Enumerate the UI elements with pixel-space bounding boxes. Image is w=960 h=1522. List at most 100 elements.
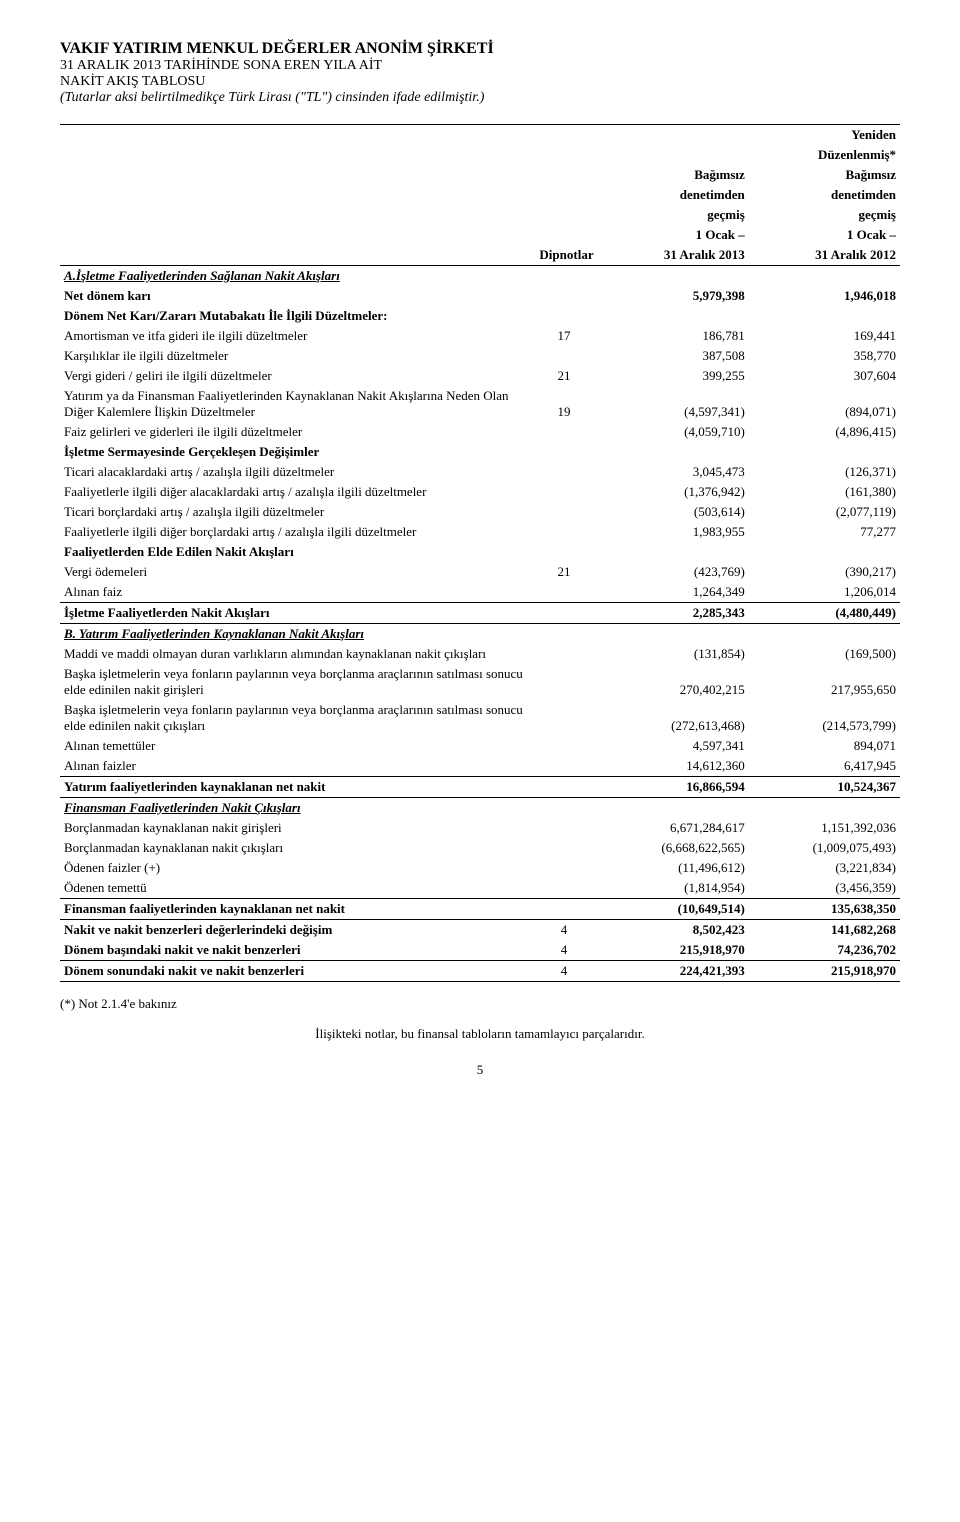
table-row: Ticari alacaklardaki artış / azalışla il…	[60, 462, 900, 482]
row-value-2013: 186,781	[598, 326, 749, 346]
row-label: Vergi ödemeleri	[60, 562, 530, 582]
row-value-2012: 77,277	[749, 522, 900, 542]
table-row: Alınan faiz1,264,3491,206,014	[60, 582, 900, 603]
row-value-2013: (1,376,942)	[598, 482, 749, 502]
row-value-2012: 74,236,702	[749, 940, 900, 961]
row-value-2013	[598, 266, 749, 287]
row-value-2013: 215,918,970	[598, 940, 749, 961]
row-value-2013	[598, 798, 749, 819]
table-row: Finansman faaliyetlerinden kaynaklanan n…	[60, 899, 900, 920]
row-value-2012	[749, 442, 900, 462]
row-note: 21	[530, 366, 597, 386]
table-row: Vergi gideri / geliri ile ilgili düzeltm…	[60, 366, 900, 386]
col2-l5: 31 Aralık 2012	[749, 245, 900, 266]
row-value-2012: (4,896,415)	[749, 422, 900, 442]
row-value-2012: 307,604	[749, 366, 900, 386]
row-note	[530, 502, 597, 522]
col1-l2: denetimden	[598, 185, 749, 205]
row-value-2013: 16,866,594	[598, 777, 749, 798]
row-label: Yatırım faaliyetlerinden kaynaklanan net…	[60, 777, 530, 798]
row-value-2013: 399,255	[598, 366, 749, 386]
table-row: Alınan temettüler 4,597,341894,071	[60, 736, 900, 756]
row-value-2013: 8,502,423	[598, 920, 749, 941]
row-label: Faaliyetlerden Elde Edilen Nakit Akışlar…	[60, 542, 530, 562]
row-value-2012: (3,221,834)	[749, 858, 900, 878]
row-label: Borçlanmadan kaynaklanan nakit girişleri	[60, 818, 530, 838]
table-row: Faiz gelirleri ve giderleri ile ilgili d…	[60, 422, 900, 442]
row-value-2012	[749, 798, 900, 819]
table-row: Ödenen faizler (+)(11,496,612)(3,221,834…	[60, 858, 900, 878]
notes-header: Dipnotlar	[530, 245, 597, 266]
row-note	[530, 306, 597, 326]
period-line: 31 ARALIK 2013 TARİHİNDE SONA EREN YILA …	[60, 58, 900, 74]
table-row: İşletme Faaliyetlerden Nakit Akışları 2,2…	[60, 603, 900, 624]
row-label: Karşılıklar ile ilgili düzeltmeler	[60, 346, 530, 366]
row-value-2012: 894,071	[749, 736, 900, 756]
row-value-2013: (10,649,514)	[598, 899, 749, 920]
row-note: 17	[530, 326, 597, 346]
row-label: Alınan faiz	[60, 582, 530, 603]
table-row: Ödenen temettü(1,814,954)(3,456,359)	[60, 878, 900, 899]
row-value-2013: 1,264,349	[598, 582, 749, 603]
row-label: Faiz gelirleri ve giderleri ile ilgili d…	[60, 422, 530, 442]
row-value-2013: (131,854)	[598, 644, 749, 664]
table-body: A.İşletme Faaliyetlerinden Sağlanan Naki…	[60, 266, 900, 982]
row-value-2013: 4,597,341	[598, 736, 749, 756]
row-label: Alınan temettüler	[60, 736, 530, 756]
table-row: Karşılıklar ile ilgili düzeltmeler387,50…	[60, 346, 900, 366]
row-value-2012: (1,009,075,493)	[749, 838, 900, 858]
row-label: Maddi ve maddi olmayan duran varlıkların…	[60, 644, 530, 664]
row-label: İşletme Faaliyetlerden Nakit Akışları	[60, 603, 530, 624]
row-value-2013: 1,983,955	[598, 522, 749, 542]
row-label: Vergi gideri / geliri ile ilgili düzeltm…	[60, 366, 530, 386]
col2-restated-l0: Yeniden	[749, 125, 900, 146]
table-row: Borçlanmadan kaynaklanan nakit çıkışları…	[60, 838, 900, 858]
row-note	[530, 442, 597, 462]
table-row: Nakit ve nakit benzerleri değerlerindeki…	[60, 920, 900, 941]
row-note	[530, 798, 597, 819]
row-label: Ticari borçlardaki artış / azalışla ilgi…	[60, 502, 530, 522]
row-label: Alınan faizler	[60, 756, 530, 777]
col1-l1: Bağımsız	[598, 165, 749, 185]
row-value-2012: 1,946,018	[749, 286, 900, 306]
row-note	[530, 266, 597, 287]
row-label: Başka işletmelerin veya fonların payları…	[60, 700, 530, 736]
table-row: Maddi ve maddi olmayan duran varlıkların…	[60, 644, 900, 664]
row-value-2012: (3,456,359)	[749, 878, 900, 899]
row-label: A.İşletme Faaliyetlerinden Sağlanan Naki…	[60, 266, 530, 287]
row-value-2013: (272,613,468)	[598, 700, 749, 736]
row-value-2013: 6,671,284,617	[598, 818, 749, 838]
row-value-2013: 2,285,343	[598, 603, 749, 624]
row-note	[530, 838, 597, 858]
col2-l3: geçmiş	[749, 205, 900, 225]
table-row: Yatırım faaliyetlerinden kaynaklanan net…	[60, 777, 900, 798]
row-note	[530, 878, 597, 899]
row-value-2013: (4,059,710)	[598, 422, 749, 442]
document-header: VAKIF YATIRIM MENKUL DEĞERLER ANONİM ŞİR…	[60, 40, 900, 106]
row-value-2013: (423,769)	[598, 562, 749, 582]
footer-note: İlişikteki notlar, bu finansal tabloları…	[60, 1026, 900, 1042]
row-label: Başka işletmelerin veya fonların payları…	[60, 664, 530, 700]
row-note	[530, 603, 597, 624]
row-label: Yatırım ya da Finansman Faaliyetlerinden…	[60, 386, 530, 422]
table-row: Ticari borçlardaki artış / azalışla ilgi…	[60, 502, 900, 522]
table-row: Borçlanmadan kaynaklanan nakit girişleri…	[60, 818, 900, 838]
row-label: Nakit ve nakit benzerleri değerlerindeki…	[60, 920, 530, 941]
table-row: A.İşletme Faaliyetlerinden Sağlanan Naki…	[60, 266, 900, 287]
row-note	[530, 777, 597, 798]
row-value-2012: 1,151,392,036	[749, 818, 900, 838]
row-value-2013: 3,045,473	[598, 462, 749, 482]
page-number: 5	[60, 1062, 900, 1078]
table-row: Amortisman ve itfa gideri ile ilgili düz…	[60, 326, 900, 346]
table-row: B. Yatırım Faaliyetlerinden Kaynaklanan …	[60, 624, 900, 645]
statement-name: NAKİT AKIŞ TABLOSU	[60, 74, 900, 90]
row-note	[530, 582, 597, 603]
row-note: 4	[530, 961, 597, 982]
table-row: Net dönem karı5,979,3981,946,018	[60, 286, 900, 306]
row-value-2012: (894,071)	[749, 386, 900, 422]
row-value-2012	[749, 542, 900, 562]
row-label: Ödenen faizler (+)	[60, 858, 530, 878]
row-note	[530, 664, 597, 700]
table-row: Dönem sonundaki nakit ve nakit benzerler…	[60, 961, 900, 982]
row-value-2013: (6,668,622,565)	[598, 838, 749, 858]
